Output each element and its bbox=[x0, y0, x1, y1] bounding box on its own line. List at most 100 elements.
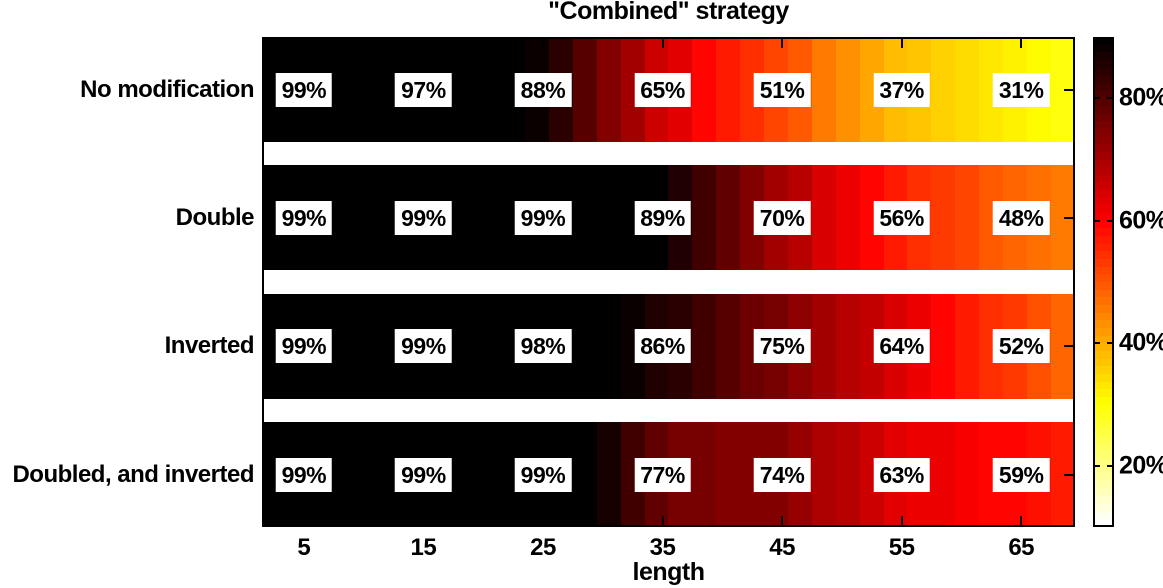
y-axis-tick bbox=[262, 88, 273, 91]
colorbar-tick-label: 40% bbox=[1119, 328, 1163, 357]
x-axis-tick bbox=[1020, 37, 1023, 48]
heatmap-row-strip bbox=[262, 37, 1075, 142]
row-label: Double bbox=[175, 203, 255, 231]
x-tick-label: 15 bbox=[410, 534, 437, 561]
colorbar-band bbox=[1093, 404, 1114, 413]
cell-value-label: 74% bbox=[753, 457, 811, 492]
heatmap-cell bbox=[357, 422, 382, 527]
heatmap-cell bbox=[357, 37, 382, 142]
colorbar-band bbox=[1093, 266, 1114, 275]
heatmap-cell bbox=[859, 422, 884, 527]
colorbar-tick bbox=[1107, 219, 1114, 222]
colorbar-band bbox=[1093, 44, 1114, 53]
cell-value-label: 31% bbox=[992, 72, 1050, 107]
colorbar-band bbox=[1093, 427, 1114, 436]
heatmap-cell bbox=[357, 293, 382, 399]
x-axis-tick bbox=[781, 516, 784, 527]
heatmap-cell bbox=[453, 37, 478, 142]
heatmap-cell bbox=[333, 422, 358, 527]
colorbar-band bbox=[1093, 52, 1114, 61]
heatmap-cell bbox=[596, 422, 621, 527]
colorbar-tick bbox=[1093, 342, 1100, 345]
cell-value-label: 48% bbox=[992, 200, 1050, 235]
heatmap-cell bbox=[979, 37, 1004, 142]
colorbar-band bbox=[1093, 481, 1114, 490]
colorbar-band bbox=[1093, 350, 1114, 360]
colorbar-band bbox=[1093, 304, 1114, 314]
heatmap-cell bbox=[716, 37, 741, 142]
heatmap-cell bbox=[1050, 165, 1075, 271]
heatmap-cell bbox=[835, 37, 860, 142]
colorbar-band bbox=[1093, 159, 1114, 168]
cell-value-label: 70% bbox=[753, 200, 811, 235]
colorbar-band bbox=[1093, 396, 1114, 405]
colorbar-band bbox=[1093, 182, 1114, 191]
heatmap-cell bbox=[716, 422, 741, 527]
x-tick-label: 5 bbox=[297, 534, 311, 561]
colorbar bbox=[1093, 37, 1114, 528]
heatmap-cell bbox=[572, 422, 597, 527]
heatmap-cell bbox=[1050, 37, 1075, 142]
x-tick-label: 65 bbox=[1008, 534, 1035, 561]
cell-value-label: 99% bbox=[514, 457, 572, 492]
heatmap-cell bbox=[262, 37, 286, 142]
heatmap-cell bbox=[955, 37, 980, 142]
x-axis-label: length bbox=[632, 558, 706, 586]
colorbar-band bbox=[1093, 511, 1114, 520]
y-axis-tick bbox=[262, 345, 273, 348]
heatmap-cell bbox=[811, 37, 836, 142]
colorbar-band bbox=[1093, 343, 1114, 352]
heatmap-cell bbox=[1050, 422, 1075, 527]
cell-value-label: 59% bbox=[992, 457, 1050, 492]
colorbar-band bbox=[1093, 59, 1114, 69]
x-tick-label: 55 bbox=[888, 534, 915, 561]
colorbar-band bbox=[1093, 113, 1114, 122]
heatmap-cell bbox=[333, 165, 358, 271]
x-tick-label: 45 bbox=[769, 534, 795, 561]
colorbar-band bbox=[1093, 450, 1114, 459]
colorbar-band bbox=[1093, 82, 1114, 92]
heatmap-cell bbox=[1050, 293, 1075, 399]
heatmap-cell bbox=[501, 37, 525, 142]
heatmap-cell bbox=[333, 37, 358, 142]
cell-value-label: 99% bbox=[275, 457, 333, 492]
heatmap-cell bbox=[453, 293, 478, 399]
heatmap-cell bbox=[740, 422, 765, 527]
colorbar-band bbox=[1093, 289, 1114, 298]
x-axis-tick bbox=[781, 37, 784, 48]
colorbar-band bbox=[1093, 105, 1114, 115]
x-axis-tick bbox=[541, 37, 544, 48]
x-axis-tick bbox=[1020, 516, 1023, 527]
heatmap-cell bbox=[620, 37, 645, 142]
heatmap-cell bbox=[859, 293, 884, 399]
colorbar-band bbox=[1093, 366, 1114, 375]
heatmap-cell bbox=[955, 422, 980, 527]
heatmap-cell bbox=[381, 422, 406, 527]
cell-value-label: 98% bbox=[514, 329, 572, 364]
cell-value-label: 77% bbox=[634, 457, 691, 492]
heatmap-cell bbox=[955, 165, 980, 271]
heatmap-cell bbox=[501, 422, 525, 527]
heatmap-cell bbox=[453, 422, 478, 527]
colorbar-band bbox=[1093, 496, 1114, 505]
colorbar-band bbox=[1093, 167, 1114, 176]
colorbar-band bbox=[1093, 320, 1114, 329]
heatmap-cell bbox=[835, 293, 860, 399]
x-axis-tick bbox=[541, 516, 544, 527]
heatmap-cell bbox=[835, 165, 860, 271]
colorbar-tick-label: 60% bbox=[1119, 206, 1163, 235]
heatmap-cell bbox=[477, 165, 502, 271]
colorbar-tick-label: 80% bbox=[1119, 83, 1163, 112]
heatmap-cell bbox=[477, 293, 502, 399]
colorbar-band bbox=[1093, 259, 1114, 268]
colorbar-band bbox=[1093, 389, 1114, 398]
colorbar-band bbox=[1093, 67, 1114, 76]
heatmap-cell bbox=[357, 165, 382, 271]
colorbar-tick bbox=[1107, 464, 1114, 467]
cell-value-label: 64% bbox=[873, 329, 930, 364]
x-tick-label: 35 bbox=[649, 534, 676, 561]
cell-value-label: 99% bbox=[275, 72, 333, 107]
heatmap-cell bbox=[333, 293, 358, 399]
cell-value-label: 86% bbox=[634, 329, 691, 364]
cell-value-label: 99% bbox=[395, 457, 452, 492]
